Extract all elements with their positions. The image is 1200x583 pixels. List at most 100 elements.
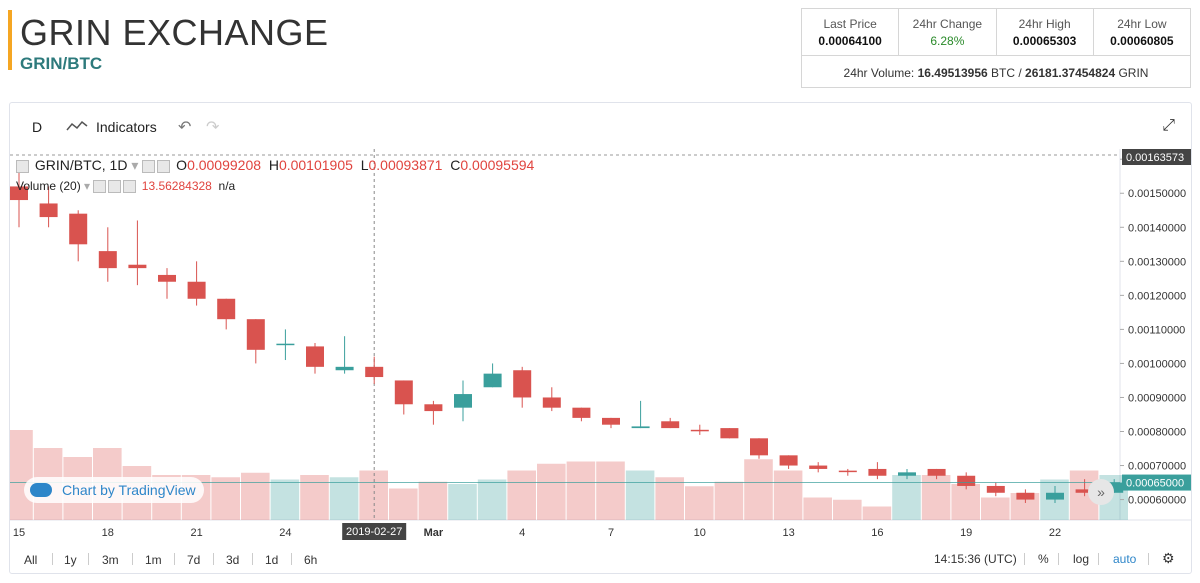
time-tick-label: 7 [608,527,614,539]
option-divider [1148,553,1149,565]
volume-bar [596,461,625,520]
volume-legend-na: n/a [218,179,236,193]
stat-24h-low: 24hr Low 0.00060805 [1094,9,1190,55]
stat-label: Last Price [823,17,877,31]
candle-body [454,394,472,408]
price-tick-label: 0.00140000 [1128,222,1186,234]
volume-dropdown-icon[interactable]: ▾ [84,179,91,193]
indicators-icon[interactable] [66,119,88,135]
volume-bar [477,479,507,520]
volume-bar [625,470,655,520]
volume-bar [685,486,714,520]
candle-body [602,417,620,425]
price-tick-label: 0.00100000 [1128,358,1186,370]
redo-icon[interactable]: ↷ [206,119,220,136]
volume-bar [211,477,240,520]
stat-value: 0.00060805 [1110,34,1174,48]
range-divider [291,553,292,565]
auto-toggle[interactable]: auto [1113,552,1137,566]
candle-body [868,468,887,476]
volume-btc-unit: BTC / [991,66,1022,80]
stat-value: 0.00064100 [818,34,882,48]
legend-c-value: 0.00095594 [460,157,535,173]
chart-toolbar: D Indicators ↶ ↷ ⤢ [10,103,1191,149]
candle-body [809,465,828,469]
time-tick-label: 10 [694,527,706,539]
range-1d[interactable]: 1d [265,553,279,567]
stat-last-price: Last Price 0.00064100 [802,9,900,55]
range-all[interactable]: All [24,553,38,567]
candle-body [513,370,532,398]
candle-body [957,475,976,486]
interval-button[interactable]: D [32,119,43,135]
range-6h[interactable]: 6h [304,553,318,567]
volume-legend: Volume (20) ▾ 13.56284328 n/a [16,179,236,194]
chart-bottom-bar: All 1y 3m 1m 7d 3d 1d 6h 14:15:36 (UTC) … [10,545,1191,573]
indicators-button[interactable]: Indicators [96,119,157,135]
legend-l-value: 0.00093871 [368,157,443,173]
eye-icon[interactable] [142,159,156,173]
current-price-marker-label: 0.00065000 [1126,478,1184,490]
tradingview-badge[interactable]: Chart by TradingView [24,477,204,503]
candle-body [217,298,236,320]
candle-body [69,213,88,245]
undo-icon[interactable]: ↶ [178,119,192,136]
volume-close-icon[interactable] [123,180,137,194]
percent-toggle[interactable]: % [1038,552,1049,566]
volume-bar [418,481,448,520]
candle-body [572,407,591,418]
candle-body [927,468,946,476]
range-3d[interactable]: 3d [226,553,240,567]
utc-clock[interactable]: 14:15:36 (UTC) [934,552,1017,566]
candle-body [661,421,680,429]
time-tick-label: 4 [519,527,525,539]
stat-label: 24hr Change [912,17,983,31]
range-1y[interactable]: 1y [64,553,77,567]
legend-l-label: L [360,157,369,173]
volume-bar [951,484,980,520]
stat-value: 6.28% [930,34,965,48]
fullscreen-icon[interactable]: ⤢ [1162,117,1175,134]
price-tick-label: 0.00080000 [1128,427,1186,439]
candle-body [158,274,176,282]
indicators-wave-icon [66,120,88,131]
range-3m[interactable]: 3m [102,553,119,567]
price-tick-label: 0.00120000 [1128,290,1186,302]
symbol-dropdown-icon[interactable]: ▾ [131,157,139,173]
legend-o-value: 0.00099208 [187,157,262,173]
candle-body [898,472,916,476]
price-chart[interactable]: 0.001600000.001500000.001400000.00130000… [10,103,1191,543]
settings-icon[interactable] [157,159,171,173]
pair-title: GRIN/BTC [20,54,103,73]
price-tick-label: 0.00060000 [1128,495,1186,507]
range-1m[interactable]: 1m [145,553,162,567]
candle-body [631,426,650,429]
volume-bar [803,497,832,520]
legend-c-label: C [450,157,461,173]
tradingview-badge-label: Chart by TradingView [62,482,196,498]
top-price-marker-label: 0.00163573 [1126,152,1184,164]
scroll-to-realtime-icon[interactable]: » [1088,479,1114,505]
candle-body [394,380,413,405]
stat-24h-change: 24hr Change 6.28% [899,9,997,55]
range-7d[interactable]: 7d [187,553,201,567]
range-divider [88,553,89,565]
volume-eye-icon[interactable] [93,180,107,194]
candle-body [187,281,206,299]
legend-h-label: H [268,157,279,173]
crosshair-date-label: 2019-02-27 [346,526,402,538]
title-accent-bar [8,10,12,70]
volume-label: 24hr Volume: [843,66,915,80]
volume-bar [448,484,477,520]
candle-body [424,404,443,412]
volume-settings-icon[interactable] [108,180,122,194]
candle-body [750,438,768,456]
log-toggle[interactable]: log [1073,552,1090,566]
collapse-legend-icon[interactable] [16,159,29,173]
volume-bar [537,463,566,520]
gear-icon[interactable]: ⚙ [1162,550,1175,566]
candle-body [483,373,502,388]
volume-bar [389,488,418,520]
volume-bar [862,506,892,520]
volume-bar [744,459,773,520]
